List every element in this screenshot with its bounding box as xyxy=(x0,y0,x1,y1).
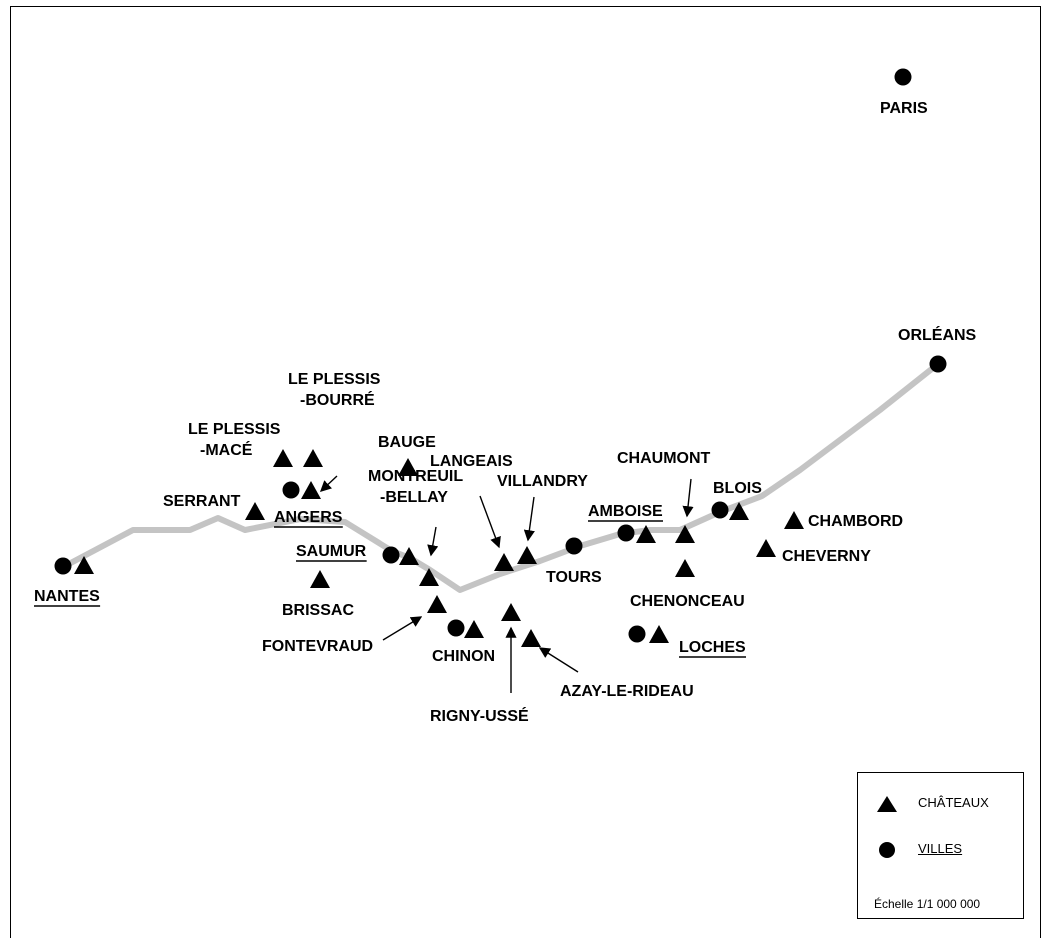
langeais-arrow xyxy=(479,495,501,549)
nantes-label: NANTES xyxy=(34,588,100,605)
amboise-chateau-marker xyxy=(636,525,656,543)
loches-chateau-marker xyxy=(649,625,669,643)
langeais-chateau-marker xyxy=(494,553,514,571)
chenonceau-label: CHENONCEAU xyxy=(630,593,745,610)
loire-river xyxy=(63,361,940,593)
chinon-label: CHINON xyxy=(432,648,495,665)
map-frame xyxy=(10,6,1041,938)
plessis-bourre-label-line1: LE PLESSIS xyxy=(288,371,381,388)
chaumont-chateau-marker xyxy=(675,525,695,543)
villandry-label: VILLANDRY xyxy=(497,473,588,490)
circle-icon xyxy=(879,842,895,858)
fontevraud-label: FONTEVRAUD xyxy=(262,638,373,655)
bauge-chateau-marker xyxy=(398,458,418,476)
plessis-mace-label-line1: LE PLESSIS xyxy=(188,421,281,438)
bauge-label: BAUGE xyxy=(378,434,436,451)
brissac-label: BRISSAC xyxy=(282,602,354,619)
angers-chateau-marker xyxy=(301,481,321,499)
pointer-arrows xyxy=(319,475,694,693)
legend-chateaux: CHÂTEAUX xyxy=(858,791,1023,815)
saumur-label: SAUMUR xyxy=(296,543,367,560)
saumur-city-marker xyxy=(382,546,400,564)
nantes-chateau-marker xyxy=(74,556,94,574)
legend: CHÂTEAUX VILLES Échelle 1/1 000 000 xyxy=(857,772,1024,919)
legend-villes: VILLES xyxy=(858,837,1023,861)
plessis-mace-chateau-marker xyxy=(273,449,293,467)
orleans-city-marker xyxy=(929,355,947,373)
fontevraud-chateau-marker xyxy=(427,595,447,613)
plessis-bourre-chateau-marker xyxy=(303,449,323,467)
brissac-chateau-marker xyxy=(310,570,330,588)
blois-label: BLOIS xyxy=(713,480,762,497)
chinon-city-marker xyxy=(447,619,465,637)
rigny-chateau-marker xyxy=(501,603,521,621)
tours-city-marker xyxy=(565,537,583,555)
cheverny-label: CHEVERNY xyxy=(782,548,871,565)
azay-label: AZAY-LE-RIDEAU xyxy=(560,683,694,700)
blois-city-marker xyxy=(711,501,729,519)
legend-villes-label: VILLES xyxy=(918,841,963,856)
montreuil-label-line1: MONTREUIL xyxy=(368,468,463,485)
triangle-icon xyxy=(877,796,897,812)
chaumont-label: CHAUMONT xyxy=(617,450,711,467)
serrant-chateau-marker xyxy=(245,502,265,520)
loches-city-marker xyxy=(628,625,646,643)
orleans-label: ORLÉANS xyxy=(898,325,977,344)
chambord-chateau-marker xyxy=(784,511,804,529)
plessis-mace-label-line2: -MACÉ xyxy=(200,440,253,459)
plessis-bourre-label-line2: -BOURRÉ xyxy=(300,390,375,409)
montreuil-label-line2: -BELLAY xyxy=(380,489,448,506)
angers-label: ANGERS xyxy=(274,509,343,526)
legend-scale: Échelle 1/1 000 000 xyxy=(874,897,981,911)
saumur-chateau-marker xyxy=(399,547,419,565)
amboise-label: AMBOISE xyxy=(588,503,663,520)
serrant-label: SERRANT xyxy=(163,493,241,510)
villandry-arrow xyxy=(523,496,535,542)
montreuil-arrow xyxy=(427,526,439,557)
rigny-label: RIGNY-USSÉ xyxy=(430,706,529,725)
fontevraud-arrow xyxy=(382,616,423,641)
chambord-label: CHAMBORD xyxy=(808,513,903,530)
paris-label: PARIS xyxy=(880,100,928,117)
chenonceau-chateau-marker xyxy=(675,559,695,577)
chaumont-arrow xyxy=(682,478,694,518)
angers-city-marker xyxy=(282,481,300,499)
plessis-bourre-arrow xyxy=(319,475,338,492)
blois-chateau-marker xyxy=(729,502,749,520)
tours-label: TOURS xyxy=(546,569,602,586)
legend-chateaux-label: CHÂTEAUX xyxy=(918,795,989,810)
paris-city-marker xyxy=(894,68,912,86)
loches-label: LOCHES xyxy=(679,639,746,656)
azay-arrow xyxy=(538,647,579,673)
cheverny-chateau-marker xyxy=(756,539,776,557)
amboise-city-marker xyxy=(617,524,635,542)
langeais-label: LANGEAIS xyxy=(430,453,513,470)
nantes-city-marker xyxy=(54,557,72,575)
villandry-chateau-marker xyxy=(517,546,537,564)
montreuil-chateau-marker xyxy=(419,568,439,586)
azay-chateau-marker xyxy=(521,629,541,647)
chinon-chateau-marker xyxy=(464,620,484,638)
